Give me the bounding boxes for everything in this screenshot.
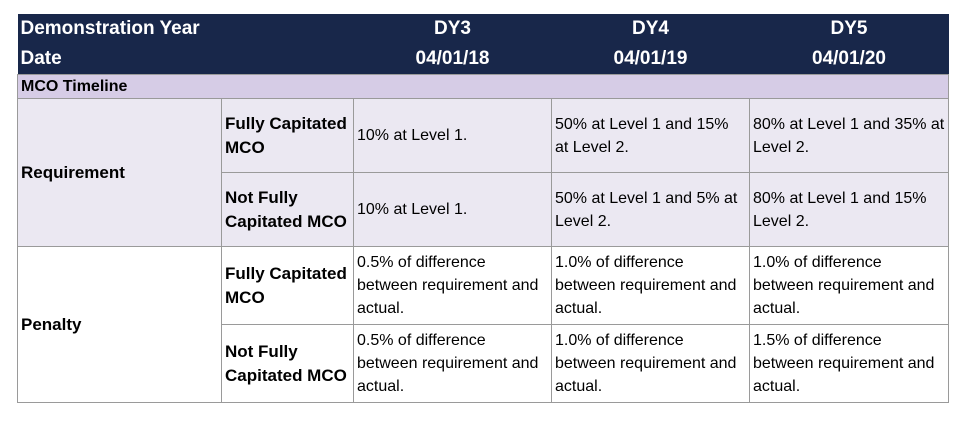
- mco-type-label: Not Fully Capitated MCO: [221, 324, 354, 403]
- date-dy3: 04/01/18: [353, 44, 552, 75]
- table-cell: 1.5% of difference between requirement a…: [749, 324, 949, 403]
- table-cell: 1.0% of difference between requirement a…: [551, 246, 750, 325]
- table-cell: 50% at Level 1 and 15% at Level 2.: [551, 98, 750, 173]
- mco-type-label: Fully Capitated MCO: [221, 246, 354, 325]
- table-cell: 80% at Level 1 and 15% Level 2.: [749, 172, 949, 247]
- date-dy4: 04/01/19: [551, 44, 750, 75]
- table-row: Not Fully Capitated MCO 0.5% of differen…: [18, 324, 949, 403]
- table-cell: 1.0% of difference between requirement a…: [551, 324, 750, 403]
- table-cell: 10% at Level 1.: [353, 98, 552, 173]
- date-dy5: 04/01/20: [749, 44, 949, 75]
- table-cell: 0.5% of difference between requirement a…: [353, 246, 552, 325]
- table-cell: 1.0% of difference between requirement a…: [749, 246, 949, 325]
- date-label: Date: [17, 44, 354, 75]
- table-row: Requirement Fully Capitated MCO 10% at L…: [17, 98, 949, 247]
- table-cell: 10% at Level 1.: [353, 172, 552, 247]
- table-cell: 80% at Level 1 and 35% at Level 2.: [749, 98, 949, 173]
- mco-type-label: Fully Capitated MCO: [221, 98, 354, 173]
- mco-timeline-table: Demonstration Year DY3 DY4 DY5 Date 04/0…: [17, 14, 949, 403]
- year-dy5: DY5: [749, 14, 949, 44]
- mco-type-label: Not Fully Capitated MCO: [221, 172, 354, 247]
- group-label-penalty: Penalty: [17, 246, 222, 403]
- table-cell: 0.5% of difference between requirement a…: [353, 324, 552, 403]
- demonstration-year-label: Demonstration Year: [17, 14, 354, 44]
- group-label-requirement: Requirement: [17, 98, 222, 247]
- table-cell: 50% at Level 1 and 5% at Level 2.: [551, 172, 750, 247]
- section-title: MCO Timeline: [17, 74, 949, 99]
- year-dy3: DY3: [353, 14, 552, 44]
- header-row-year: Demonstration Year DY3 DY4 DY5: [17, 14, 949, 44]
- table-row: Penalty Fully Capitated MCO 0.5% of diff…: [17, 246, 949, 403]
- table-row: Not Fully Capitated MCO 10% at Level 1. …: [18, 172, 949, 247]
- section-row: MCO Timeline: [17, 74, 949, 99]
- header-row-date: Date 04/01/18 04/01/19 04/01/20: [17, 44, 949, 75]
- year-dy4: DY4: [551, 14, 750, 44]
